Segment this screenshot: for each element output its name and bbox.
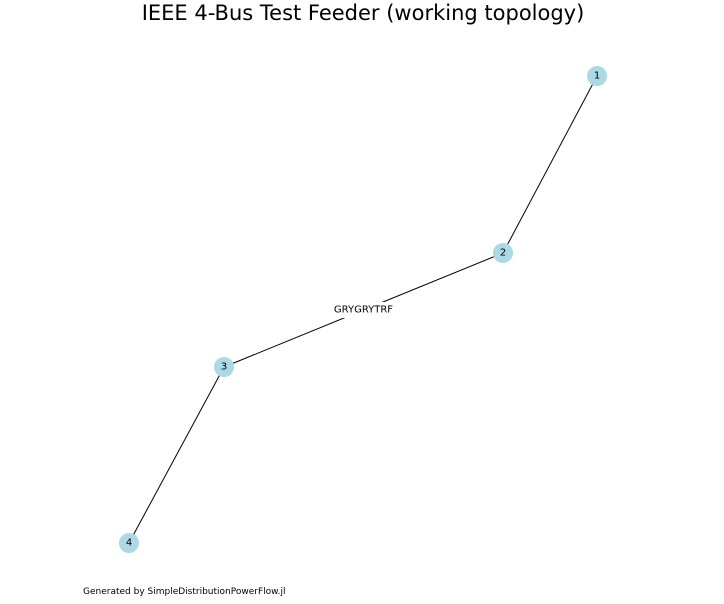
bus-node-label: 2 [500, 248, 506, 259]
edge-label-2-3: GRYGRYTRF [334, 305, 393, 316]
bus-node-1: 1 [587, 66, 607, 86]
bus-node-4: 4 [119, 533, 139, 553]
footer-credit: Generated by SimpleDistributionPowerFlow… [83, 587, 286, 597]
bus-node-2: 2 [493, 243, 513, 263]
bus-node-label: 4 [126, 538, 132, 549]
figure-title: IEEE 4-Bus Test Feeder (working topology… [142, 1, 585, 25]
bus-node-circle [493, 243, 513, 263]
bus-node-circle [119, 533, 139, 553]
edge-label-background [331, 302, 396, 318]
edge-1-2 [502, 75, 598, 254]
edge-3-4 [128, 366, 225, 544]
bus-node-3: 3 [214, 357, 234, 377]
bus-node-label: 1 [594, 71, 600, 82]
edge-labels-layer: GRYGRYTRF [331, 302, 396, 318]
nodes-layer: 1 2 3 4 [119, 66, 607, 553]
bus-node-label: 3 [221, 362, 227, 373]
bus-node-circle [214, 357, 234, 377]
bus-node-circle [587, 66, 607, 86]
